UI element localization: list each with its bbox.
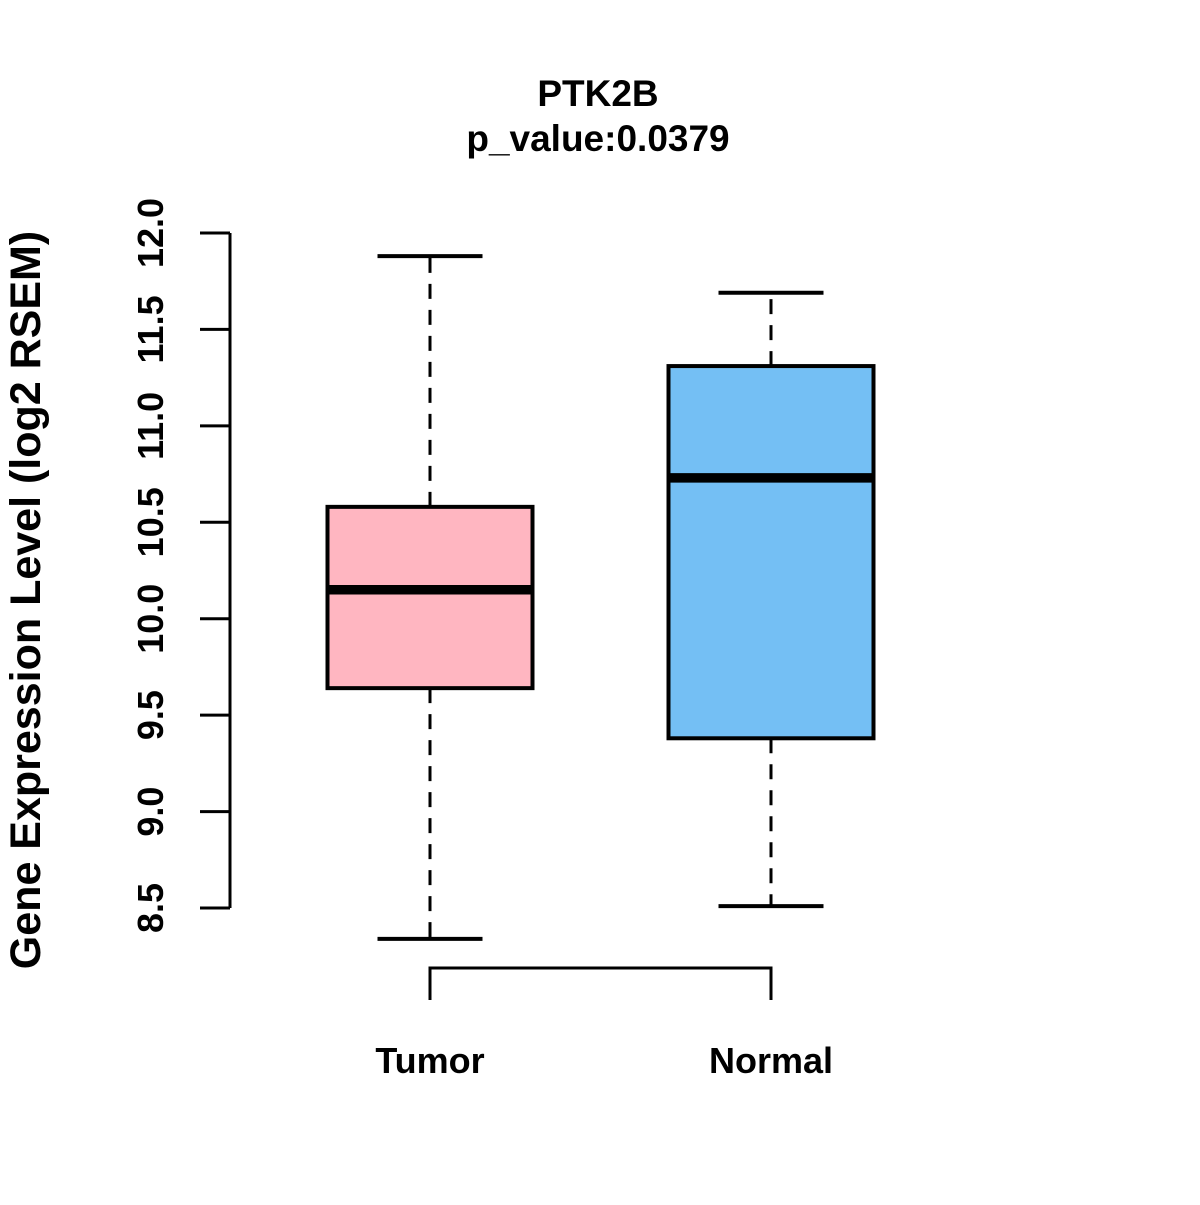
y-tick-label: 9.0 <box>130 787 171 837</box>
box-tumor <box>325 504 535 691</box>
y-tick-label: 10.5 <box>130 487 171 557</box>
y-tick-label: 11.0 <box>130 392 171 460</box>
y-tick-label: 9.5 <box>130 690 171 740</box>
box-normal <box>666 364 876 741</box>
group-bracket <box>428 966 773 1000</box>
y-tick-label: 12.0 <box>130 198 171 268</box>
chart-title: PTK2B <box>537 73 658 114</box>
x-label-normal: Normal <box>709 1040 833 1081</box>
x-label-tumor: Tumor <box>375 1040 484 1081</box>
y-tick-label: 11.5 <box>130 295 171 363</box>
y-tick-label: 10.0 <box>130 584 171 654</box>
plot-layer: 8.5 9.0 9.5 10.0 10.5 11.0 11.5 12.0 Tumor Normal <box>130 198 876 1081</box>
chart-subtitle: p_value:0.0379 <box>466 118 729 159</box>
y-tick-label: 8.5 <box>130 883 171 933</box>
y-axis-title: Gene Expression Level (log2 RSEM) <box>2 231 50 969</box>
